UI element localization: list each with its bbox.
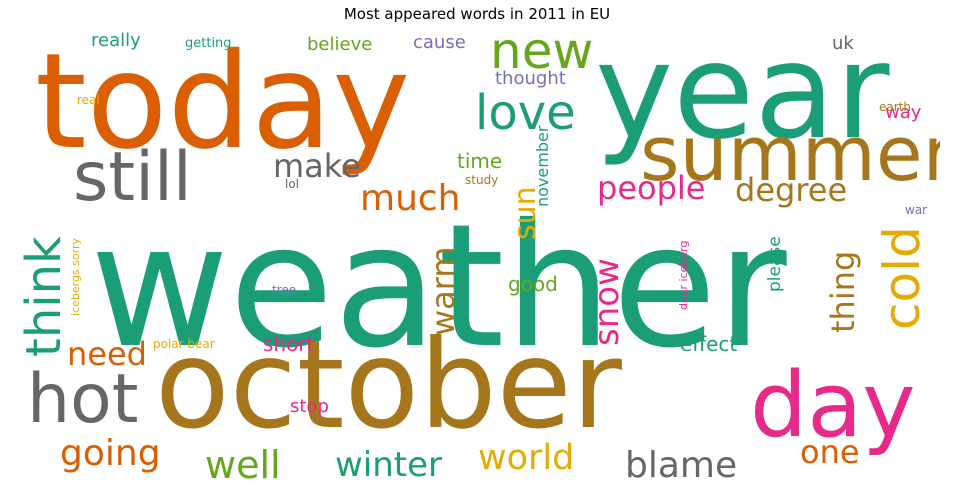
word-dear-iceberg: dear iceberg: [677, 240, 690, 310]
word-world: world: [478, 438, 575, 478]
word-effect: effect: [680, 332, 738, 356]
word-icebergs-sorry: icebergs sorry: [69, 238, 82, 316]
word-make: make: [273, 147, 361, 185]
word-one: one: [800, 433, 860, 471]
word-getting: getting: [185, 36, 232, 51]
word-good: good: [508, 272, 558, 296]
word-going: going: [60, 433, 161, 474]
word-love: love: [475, 85, 576, 141]
word-please: please: [765, 236, 785, 292]
word-new: new: [490, 26, 594, 80]
word-earth: earth: [879, 100, 911, 114]
word-thing: thing: [824, 250, 862, 333]
word-war: war: [905, 203, 928, 217]
word-still: still: [73, 138, 192, 217]
word-snow: snow: [587, 258, 627, 346]
word-warm: warm: [424, 246, 462, 336]
word-stop: stop: [290, 396, 329, 417]
word-way: way: [885, 102, 922, 123]
word-october: october: [155, 314, 622, 456]
word-year: year: [595, 26, 890, 169]
word-degree: degree: [735, 171, 848, 209]
word-today: today: [35, 26, 411, 179]
word-think: think: [16, 236, 72, 357]
word-summer: summer: [640, 109, 940, 198]
word-november: november: [533, 125, 552, 207]
word-study: study: [465, 173, 499, 187]
word-time: time: [457, 149, 503, 173]
word-need: need: [67, 335, 147, 373]
word-cold: cold: [873, 226, 931, 330]
word-winter: winter: [335, 445, 443, 484]
word-weather: weather: [90, 188, 787, 386]
word-uk: uk: [832, 33, 854, 54]
word-real: real: [77, 93, 100, 107]
word-cloud: weather today year october day summer still hot…: [15, 26, 940, 484]
word-believe: believe: [307, 34, 373, 55]
word-short: short: [263, 332, 315, 356]
chart-title: Most appeared words in 2011 in EU: [343, 5, 611, 23]
word-polar-bear: polar bear: [153, 337, 215, 351]
word-hot: hot: [27, 360, 139, 439]
word-cause: cause: [413, 32, 466, 53]
word-well: well: [205, 443, 281, 484]
word-day: day: [750, 353, 916, 458]
word-people: people: [597, 169, 706, 207]
word-tree: tree: [272, 283, 297, 297]
word-blame: blame: [625, 445, 738, 484]
word-much: much: [360, 178, 461, 219]
word-really: really: [91, 30, 141, 51]
word-lol: lol: [285, 177, 300, 191]
word-thought: thought: [495, 68, 566, 89]
